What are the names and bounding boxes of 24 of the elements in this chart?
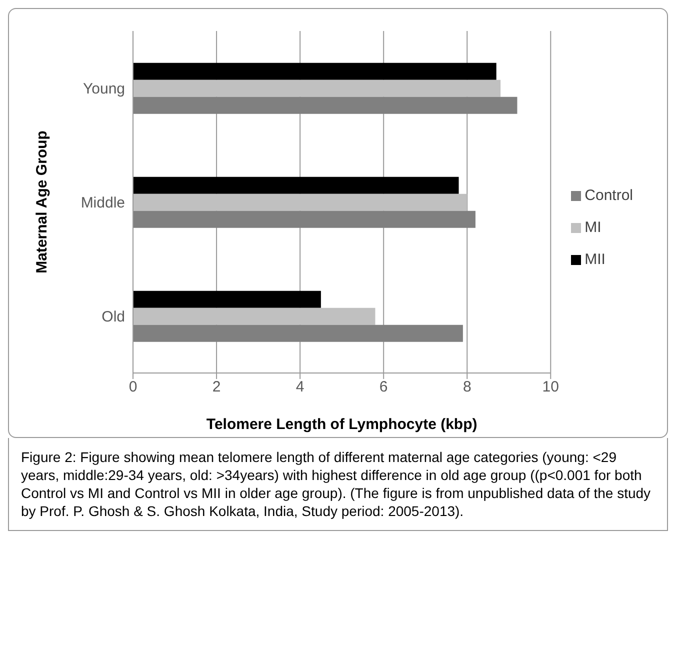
bar bbox=[133, 80, 501, 97]
legend-label: Control bbox=[584, 187, 633, 204]
bar bbox=[133, 96, 518, 114]
bar bbox=[133, 210, 476, 228]
x-tick-label: 4 bbox=[296, 378, 304, 396]
bar bbox=[133, 194, 468, 211]
bar bbox=[133, 324, 463, 342]
caption: Figure 2: Figure showing mean telomere length of different maternal age categories (young: <29 years, middle:29-34 years, old: >34years) with highest difference in old age group ((p<0.001 for both Control vs MI and Control vs MII in older age group). (The figure is from unpublished data of the study by Prof. P. Ghosh & S. Ghosh Kolkata, India, Study period: 2005-2013). bbox=[21, 448, 652, 520]
y-tick-label: Middle bbox=[80, 194, 125, 212]
y-axis-title: Maternal Age Group bbox=[33, 130, 50, 274]
bar bbox=[133, 290, 321, 308]
x-tick-label: 8 bbox=[462, 378, 472, 396]
x-tick-label: 2 bbox=[212, 378, 221, 396]
y-tick-label: Old bbox=[102, 308, 125, 326]
bar bbox=[133, 176, 459, 194]
y-tick-label: Young bbox=[83, 80, 125, 98]
bar bbox=[133, 62, 496, 80]
x-tick-label: 10 bbox=[542, 378, 559, 396]
bar bbox=[133, 308, 376, 325]
x-tick-label: 0 bbox=[128, 378, 138, 396]
x-axis-title: Telomere Length of Lymphocyte (kbp) bbox=[206, 416, 478, 433]
x-tick-label: 6 bbox=[379, 378, 388, 396]
legend-label: MI bbox=[584, 219, 602, 236]
legend-label: MII bbox=[584, 251, 606, 268]
